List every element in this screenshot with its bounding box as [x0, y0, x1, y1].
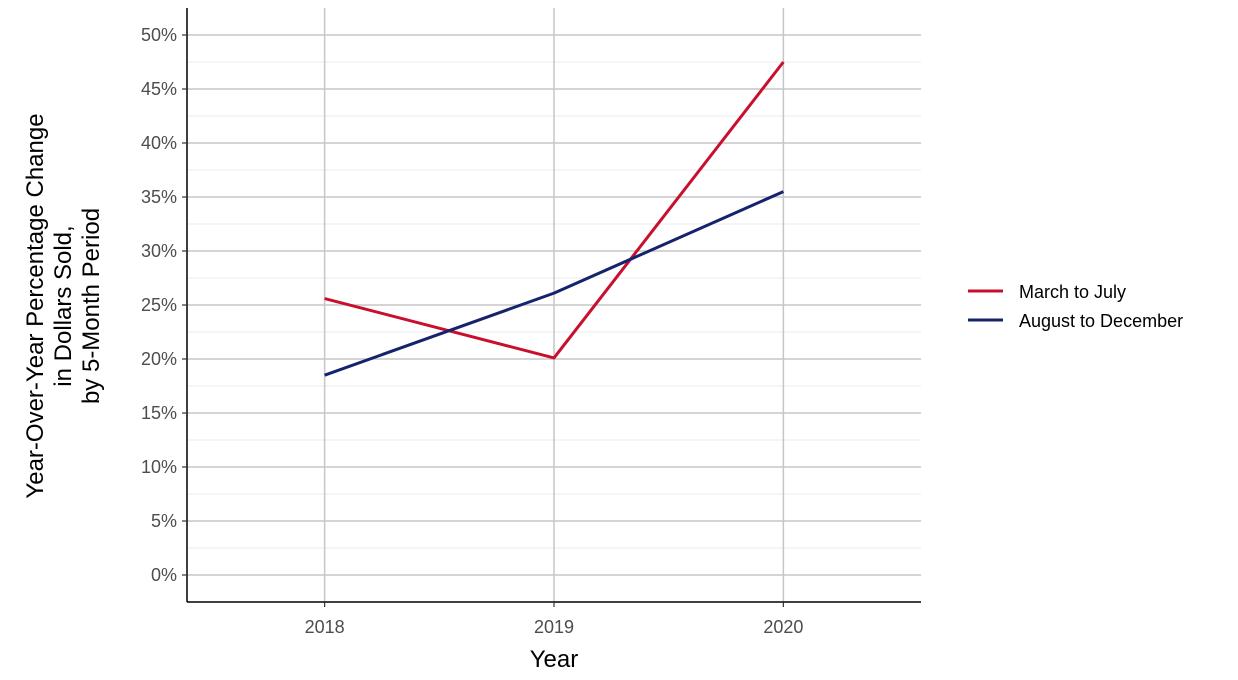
y-axis-title-line-2: in Dollars Sold, — [50, 225, 77, 386]
y-tick-label: 45% — [141, 79, 177, 99]
y-tick-label: 50% — [141, 25, 177, 45]
y-tick-label: 15% — [141, 403, 177, 423]
x-tick-label: 2019 — [534, 617, 574, 637]
y-tick-label: 40% — [141, 133, 177, 153]
series-lines — [324, 61, 785, 377]
x-tick-label: 2020 — [763, 617, 803, 637]
y-axis-ticks: 0% 5% 10% 15% 20% 25% 30% 35% 40% 45% 50% — [141, 25, 187, 585]
x-axis-ticks: 2018 2019 2020 — [305, 602, 803, 637]
y-axis-title: Year-Over-Year Percentage Change in Doll… — [22, 113, 105, 498]
x-axis-title: Year — [530, 646, 579, 673]
y-tick-label: 0% — [151, 565, 177, 585]
x-tick-label: 2018 — [305, 617, 345, 637]
legend-label-august-to-december: August to December — [1019, 311, 1183, 331]
y-tick-label: 20% — [141, 349, 177, 369]
y-tick-label: 5% — [151, 511, 177, 531]
y-tick-label: 10% — [141, 457, 177, 477]
y-axis-title-line-3: by 5-Month Period — [78, 208, 105, 404]
y-tick-label: 25% — [141, 295, 177, 315]
y-tick-label: 30% — [141, 241, 177, 261]
legend: March to July August to December — [968, 282, 1183, 331]
y-tick-label: 35% — [141, 187, 177, 207]
major-gridlines — [187, 8, 921, 602]
legend-label-march-to-july: March to July — [1019, 282, 1126, 302]
series-line-march-to-july — [324, 61, 785, 360]
series-line-august-to-december — [324, 190, 784, 377]
y-axis-title-line-1: Year-Over-Year Percentage Change — [22, 113, 49, 498]
